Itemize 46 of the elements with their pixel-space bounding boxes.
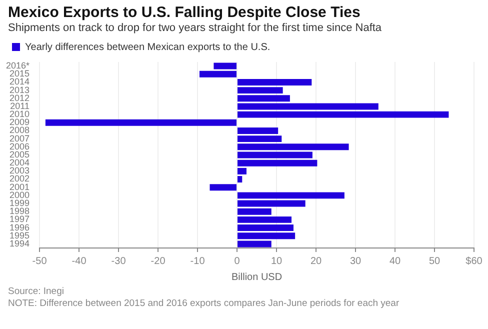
y-tick-label: 2012 xyxy=(9,92,30,103)
y-tick-label: 1998 xyxy=(9,206,30,216)
x-tick-label: -10 xyxy=(190,256,206,267)
y-tick-label: 1999 xyxy=(9,198,30,208)
y-tick-label: 2008 xyxy=(9,125,30,136)
y-tick-label: 2014 xyxy=(9,76,30,87)
y-tick-label: 2004 xyxy=(9,158,30,168)
x-tick-label: 10 xyxy=(270,256,283,267)
x-tick-label: 40 xyxy=(389,256,402,267)
y-tick-label: 2007 xyxy=(9,133,30,144)
y-tick-label: 2009 xyxy=(9,117,30,128)
y-tick-label: 2015 xyxy=(9,68,30,79)
bar xyxy=(45,119,237,126)
y-tick-label: 2013 xyxy=(9,84,30,95)
source-note: Source: Inegi xyxy=(8,286,65,298)
y-tick-label: 2002 xyxy=(9,174,30,184)
legend-label: Yearly differences between Mexican exports to the U.S. xyxy=(25,42,270,53)
y-tick-label: 1994 xyxy=(9,238,30,248)
bar xyxy=(238,111,449,118)
x-tick-label: -40 xyxy=(72,256,87,267)
y-tick-label: 1995 xyxy=(9,230,30,240)
x-tick-label: 30 xyxy=(350,256,362,267)
y-tick-label: 2010 xyxy=(9,109,30,120)
y-tick-label: 2003 xyxy=(9,166,30,176)
x-tick-label: $60 xyxy=(466,256,483,267)
y-tick-label: 1996 xyxy=(9,222,30,232)
bar xyxy=(210,184,237,191)
x-tick-label: 0 xyxy=(234,256,240,267)
bar xyxy=(238,192,344,199)
bar xyxy=(238,152,312,158)
chart-title: Mexico Exports to U.S. Falling Despite Close Ties xyxy=(7,3,362,21)
y-tick-label: 2011 xyxy=(10,100,30,111)
y-tick-label: 2001 xyxy=(9,182,30,192)
x-axis-title: Billion USD xyxy=(231,272,282,283)
x-tick-label: -50 xyxy=(32,256,48,267)
y-tick-label: 2006 xyxy=(9,141,30,152)
x-tick-label: 50 xyxy=(428,256,440,267)
x-tick-label: 20 xyxy=(310,256,322,267)
y-tick-label: 2000 xyxy=(9,190,30,200)
x-tick-label: -30 xyxy=(111,256,126,267)
y-tick-label: 2005 xyxy=(9,149,30,160)
y-tick-label: 1997 xyxy=(9,214,30,224)
y-tick-label: 2016* xyxy=(6,60,30,71)
chart-subtitle: Shipments on track to drop for two years straight for the first time since Nafta xyxy=(7,21,383,34)
text: NOTE: Difference between 2015 and 2016 exports compares Jan-June periods for each year xyxy=(8,298,400,310)
x-tick-label: -20 xyxy=(150,256,166,267)
